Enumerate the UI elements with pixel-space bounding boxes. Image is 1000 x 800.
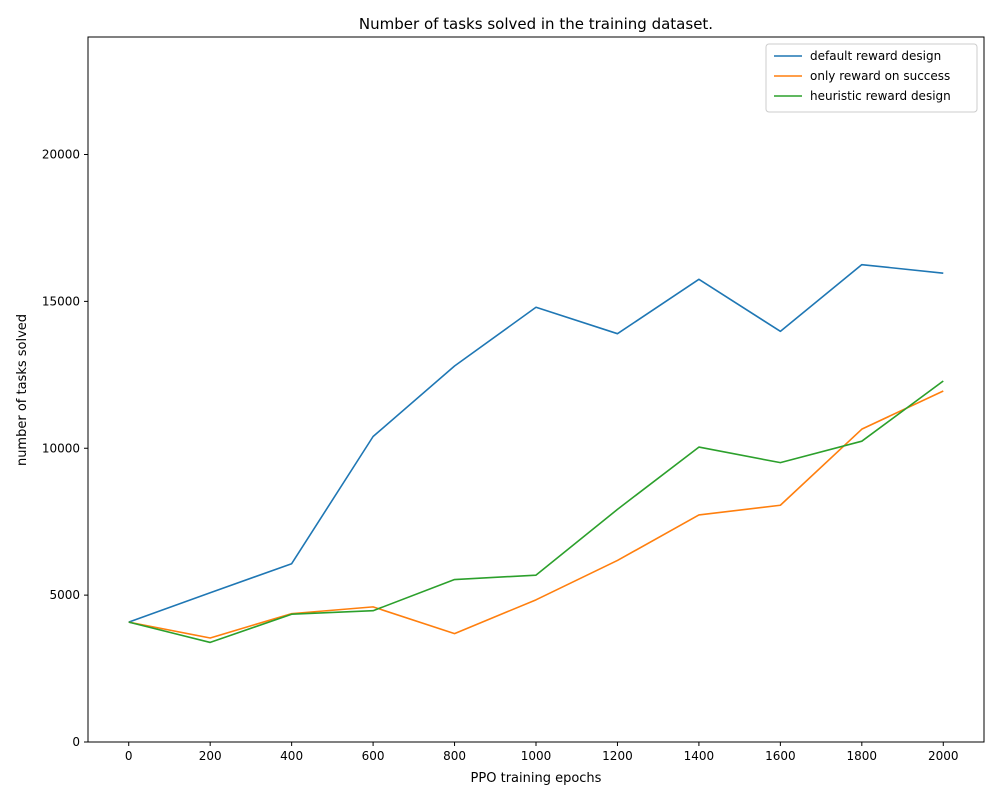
y-axis-label: number of tasks solved	[15, 314, 30, 466]
series-line-1	[128, 263, 944, 623]
legend-entry: default reward design	[810, 49, 941, 63]
legend-entry: heuristic reward design	[810, 89, 951, 103]
x-tick-label: 400	[280, 749, 303, 763]
y-tick-label: 10000	[42, 441, 80, 455]
y-tick-label: 20000	[42, 148, 80, 162]
chart-title: Number of tasks solved in the training d…	[359, 15, 713, 33]
series-layer	[128, 263, 944, 644]
x-tick-label: 200	[199, 749, 222, 763]
series-line-2	[128, 390, 944, 639]
x-tick-label: 1600	[765, 749, 796, 763]
x-axis: 0 200 400 600 800 1000 1200 1400 1600 1800 2000	[125, 742, 959, 763]
x-axis-label: PPO training epochs	[471, 771, 602, 786]
y-axis: 0 5000 10000 15000 20000	[42, 148, 88, 749]
x-tick-label: 0	[125, 749, 133, 763]
x-tick-label: 600	[362, 749, 385, 763]
x-tick-label: 800	[443, 749, 466, 763]
series-line-3	[128, 380, 944, 644]
x-tick-label: 1400	[684, 749, 715, 763]
y-tick-label: 0	[72, 735, 80, 749]
x-tick-label: 2000	[928, 749, 959, 763]
legend-box	[765, 43, 978, 113]
x-tick-label: 1800	[847, 749, 878, 763]
y-tick-label: 15000	[42, 294, 80, 308]
legend-entry: only reward on success	[810, 69, 950, 83]
x-tick-label: 1000	[521, 749, 552, 763]
legend: default reward design only reward on succ…	[765, 43, 978, 113]
y-tick-label: 5000	[49, 588, 80, 602]
plot-frame	[87, 36, 985, 743]
x-tick-label: 1200	[602, 749, 633, 763]
